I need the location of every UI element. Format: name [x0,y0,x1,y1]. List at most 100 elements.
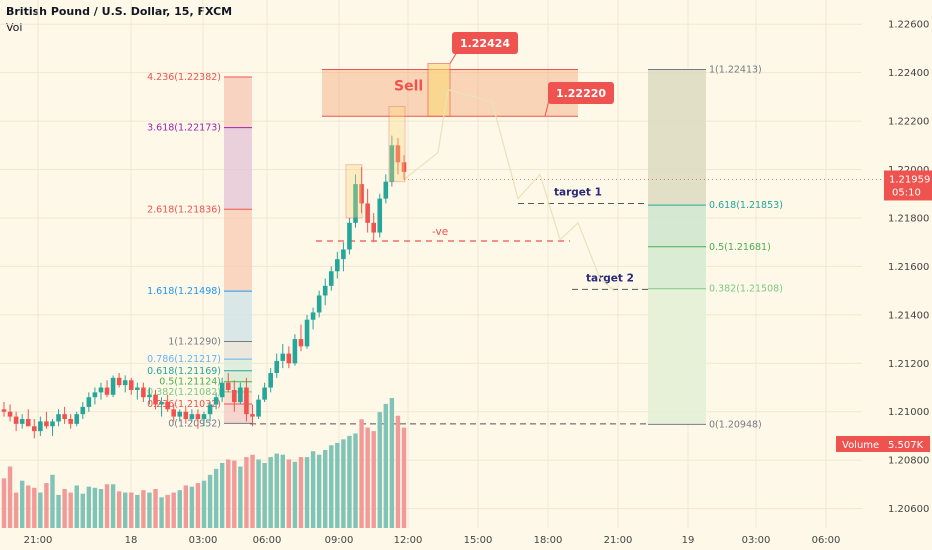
volume-bar [238,466,243,528]
volume-bar [1,478,7,528]
volume-bar [292,461,298,528]
volume-bar [98,489,104,528]
volume-bar [56,494,61,528]
volume-bar [80,493,85,528]
time-tick-label: 18:00 [534,535,563,546]
time-tick-label: 18 [125,535,138,546]
volume-bar [389,398,395,528]
candle-body [32,426,37,432]
volume-bar [189,486,195,528]
candle-body [395,145,401,163]
price-tick-label: 1.22400 [888,68,929,79]
last-price-value: 1.21959 [889,174,930,185]
candles [1,106,407,439]
volume-bar [219,463,225,528]
fib-ret-band [648,246,706,289]
volume-bar [401,427,407,528]
candle-body [128,380,134,390]
candle-body [195,414,201,420]
candle-body [359,184,364,204]
fib-ext-label: 0.236(1.21032) [147,399,221,410]
target-1-label: target 1 [554,186,602,198]
fib-ext-label: 3.618(1.22173) [147,123,221,134]
time-tick-label: 09:00 [325,535,354,546]
volume-bar [123,492,128,528]
fib-retracement-tool[interactable]: 1(1.22413) 0.618(1.21853) 0.5(1.21681) 0.38… [648,65,783,431]
volume-bar [359,419,364,528]
candle-body [135,387,140,390]
time-tick-label: 15:00 [464,535,493,546]
volume-bar [347,435,352,528]
time-tick-label: 06:00 [812,535,841,546]
time-axis[interactable]: 21:00 18 03:00 06:00 09:00 12:00 15:00 18:00 21:… [24,535,841,546]
candle-body [80,406,86,415]
candle-body [377,198,383,233]
candle-body [153,394,158,405]
volume-bar [92,487,98,528]
fib-ext-label: 0(1.20952) [168,418,221,429]
volume-bar [165,494,170,528]
fib-ext-label: 0.5(1.21124) [159,377,221,388]
projected-path[interactable] [403,88,615,292]
volume-bar [310,451,316,528]
candle-body [62,414,67,420]
horizontal-levels[interactable]: -ve target 1 target 2 [250,186,648,425]
price-tick-label: 1.21600 [888,262,929,273]
volume-bar [201,480,207,528]
candle-body [189,414,195,420]
volume-bar [341,439,346,528]
candle-body [19,419,25,424]
sell-zone-label: Sell [394,79,423,95]
volume-bar [353,433,358,528]
candle-body [286,353,292,364]
candle-body [86,397,92,407]
fib-ext-band [224,291,252,342]
candle-body [292,339,298,364]
volume-bar [153,489,158,528]
fib-ret-label: 0.618(1.21853) [709,200,783,211]
candle-body [225,382,231,390]
volume-bar [19,480,25,528]
fib-extension-tool[interactable]: 4.236(1.22382) 3.618(1.22173) 2.618(1.2183… [147,72,252,429]
fib-ext-label: 1(1.21290) [168,337,221,348]
candle-body [25,419,31,427]
volume-bar [7,466,13,528]
volume-bar [298,457,304,528]
projected-peak-box [427,63,451,117]
fib-ret-label: 0.382(1.21508) [709,284,783,295]
candle-body [92,392,98,398]
volume-bar [74,485,79,528]
sell-zone[interactable]: Sell 1.22424 1.22220 [322,32,614,117]
volume-bar [171,492,176,528]
candle-body [371,222,376,233]
volume-bar [141,490,146,528]
volume-bar [177,490,182,528]
volume-bar [365,427,370,528]
candle-body [213,397,219,405]
callout-low-label: 1.22220 [556,87,606,100]
price-tick-label: 1.21800 [888,213,929,224]
candle-body [383,181,389,199]
candle-body [122,380,128,386]
candle-body [201,414,207,420]
candle-body [341,249,346,260]
candle-body [56,414,61,422]
volume-bar [395,415,401,528]
volume-bar [280,454,285,528]
projected-path-line [403,88,615,292]
fib-ext-band [224,381,252,392]
volume-bar [129,492,134,528]
candle-body [68,419,73,424]
wick-highlight-box [388,106,406,183]
volume-tag-label: Volume [842,440,879,451]
volume-bar [256,459,261,528]
volume-bar [50,474,55,528]
volume-bar [213,468,219,528]
candle-body [74,414,80,424]
volume-bar [371,431,376,528]
fib-ext-band [224,127,252,210]
wick-highlight-box [345,164,363,219]
callout-high-label: 1.22424 [460,37,510,50]
candle-body [335,259,340,272]
